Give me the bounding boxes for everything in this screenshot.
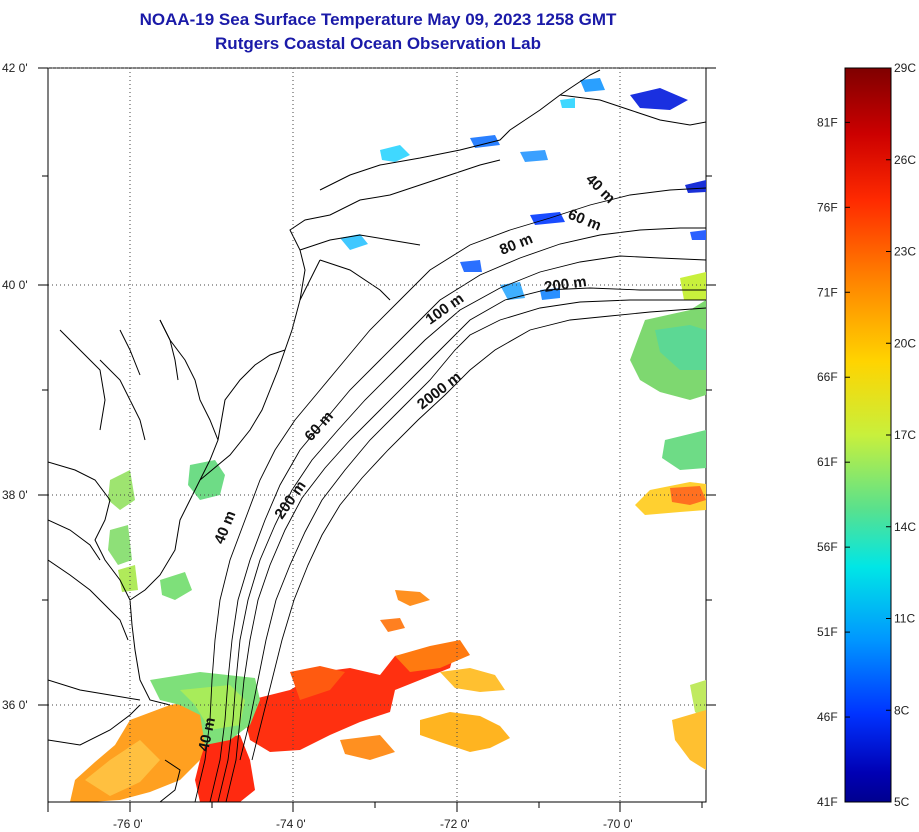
sst-patches	[70, 78, 706, 802]
colorbar-celsius-label: 8C	[894, 703, 910, 717]
x-tick-label: -70 0'	[603, 817, 633, 831]
contour-label: 40 m	[195, 716, 219, 753]
colorbar-labels: 29C 26C 23C 20C 17C 14C 11C 8C 5C 81F 76F 71F 66F 61F…	[817, 61, 916, 809]
colorbar-celsius-label: 5C	[894, 795, 910, 809]
colorbar-fahrenheit-label: 81F	[817, 115, 838, 129]
colorbar-fahrenheit-label: 56F	[817, 540, 838, 554]
colorbar-celsius-label: 23C	[894, 245, 916, 259]
axis-ticks	[38, 67, 716, 812]
y-tick-label: 36 0'	[2, 698, 28, 712]
colorbar-fahrenheit-label: 41F	[817, 795, 838, 809]
x-tick-label: -72 0'	[440, 817, 470, 831]
colorbar-fahrenheit-label: 66F	[817, 370, 838, 384]
y-tick-label: 40 0'	[2, 278, 28, 292]
colorbar-fahrenheit-label: 46F	[817, 710, 838, 724]
colorbar	[844, 67, 892, 803]
map-title: NOAA-19 Sea Surface Temperature May 09, …	[139, 10, 617, 29]
colorbar-celsius-label: 17C	[894, 428, 916, 442]
colorbar-fahrenheit-label: 51F	[817, 625, 838, 639]
colorbar-fahrenheit-label: 71F	[817, 285, 838, 299]
colorbar-celsius-label: 29C	[894, 61, 916, 75]
y-tick-label: 38 0'	[2, 488, 28, 502]
colorbar-celsius-label: 20C	[894, 336, 916, 350]
colorbar-fahrenheit-label: 76F	[817, 200, 838, 214]
x-tick-label: -74 0'	[276, 817, 306, 831]
colorbar-celsius-label: 26C	[894, 153, 916, 167]
colorbar-celsius-label: 11C	[894, 612, 915, 626]
contour-label: 200 m	[543, 273, 587, 296]
map-subtitle: Rutgers Coastal Ocean Observation Lab	[215, 34, 541, 53]
y-tick-label: 42 0'	[2, 61, 28, 75]
gridlines	[48, 67, 706, 802]
coastline	[48, 69, 706, 802]
bathymetry-contours	[194, 187, 706, 802]
colorbar-fahrenheit-label: 61F	[817, 455, 838, 469]
x-tick-label: -76 0'	[113, 817, 143, 831]
colorbar-celsius-label: 14C	[894, 520, 916, 534]
